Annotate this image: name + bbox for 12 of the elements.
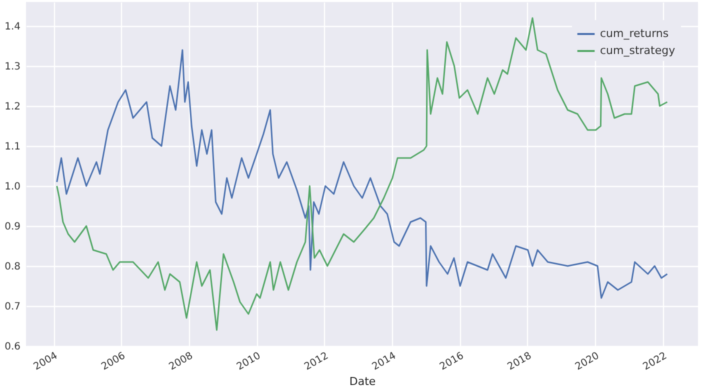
x-axis-title: Date bbox=[349, 374, 376, 388]
y-tick-label: 0.9 bbox=[4, 222, 20, 232]
y-tick-label: 0.7 bbox=[4, 302, 20, 312]
y-tick-label: 1.1 bbox=[4, 142, 20, 152]
legend-label: cum_strategy bbox=[600, 44, 676, 57]
y-tick-label: 1.3 bbox=[4, 62, 20, 72]
y-tick-label: 0.8 bbox=[4, 262, 20, 272]
y-tick-label: 0.6 bbox=[4, 342, 20, 352]
y-tick-label: 1.2 bbox=[4, 102, 20, 112]
legend-label: cum_returns bbox=[600, 27, 669, 40]
y-tick-label: 1.0 bbox=[4, 182, 20, 192]
y-tick-label: 1.4 bbox=[4, 22, 20, 32]
